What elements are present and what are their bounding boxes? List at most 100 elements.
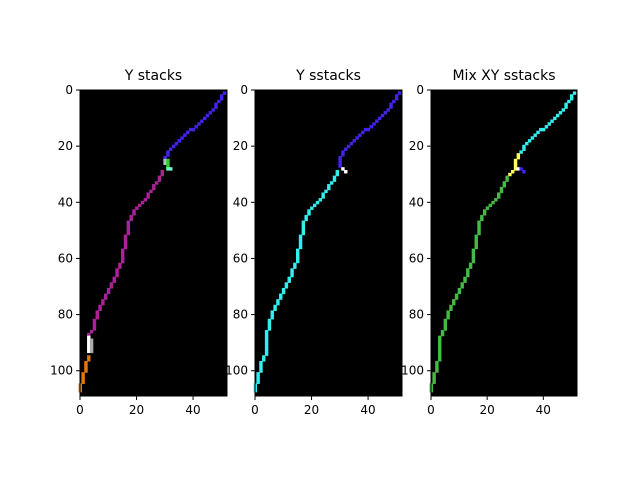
- trace-pixel: [454, 293, 459, 297]
- trace-pixel: [295, 254, 300, 258]
- trace-pixel: [304, 217, 308, 222]
- trace-pixel: [149, 189, 153, 194]
- trace-pixel: [214, 105, 218, 109]
- trace-pixel: [432, 380, 436, 384]
- trace-pixel: [262, 358, 266, 362]
- trace-pixel: [468, 265, 473, 269]
- trace-pixel: [293, 265, 297, 269]
- trace-pixel: [157, 178, 162, 182]
- trace-pixel: [267, 321, 272, 326]
- trace-pixel: [87, 344, 91, 348]
- trace-pixel: [301, 220, 306, 224]
- trace-4: [166, 167, 173, 171]
- trace-pixel: [81, 380, 85, 384]
- trace-pixel: [321, 192, 325, 196]
- trace-2: [163, 158, 167, 165]
- trace-pixel: [349, 141, 354, 146]
- trace-pixel: [435, 363, 439, 368]
- trace-pixel: [152, 184, 156, 188]
- trace-pixel: [432, 377, 436, 382]
- trace-pixel: [109, 285, 114, 289]
- trace-pixel: [295, 259, 300, 264]
- trace-pixel: [310, 206, 314, 210]
- trace-pixel: [389, 105, 393, 109]
- trace-pixel: [126, 226, 131, 230]
- trace-pixel: [290, 273, 294, 278]
- image-area: [80, 90, 227, 396]
- trace-pixel: [522, 144, 526, 149]
- trace-pixel: [264, 332, 269, 337]
- trace-pixel: [307, 209, 311, 213]
- trace-pixel: [264, 338, 269, 342]
- y-tick-label: 60: [233, 251, 248, 265]
- trace-pixel: [180, 136, 184, 140]
- trace-pixel: [279, 296, 283, 300]
- trace-pixel: [267, 324, 272, 328]
- panel-title: Y stacks: [124, 68, 182, 84]
- trace-pixel: [338, 164, 342, 168]
- trace-pixel: [522, 147, 526, 151]
- y-tick-label: 40: [58, 195, 73, 209]
- trace-pixel: [89, 338, 94, 342]
- trace-pixel: [264, 335, 269, 340]
- trace-pixel: [264, 344, 269, 348]
- trace-pixel: [287, 276, 291, 281]
- trace-pixel: [569, 94, 574, 98]
- trace-pixel: [188, 127, 193, 132]
- trace-pixel: [443, 318, 448, 323]
- trace-pixel: [290, 271, 294, 275]
- trace-pixel: [157, 175, 162, 180]
- trace-pixel: [480, 214, 484, 219]
- trace-pixel: [166, 161, 170, 165]
- y-tick-label: 100: [225, 364, 248, 378]
- trace-pixel: [366, 127, 371, 132]
- trace-pixel: [146, 192, 150, 196]
- y-tick-label: 100: [401, 364, 424, 378]
- y-tick-label: 20: [58, 139, 73, 153]
- trace-1: [163, 91, 227, 160]
- panel-title: Mix XY sstacks: [452, 68, 555, 84]
- trace-pixel: [295, 257, 300, 261]
- trace-pixel: [386, 108, 390, 112]
- trace-pixel: [84, 363, 88, 368]
- trace-pixel: [482, 209, 487, 213]
- x-tick-label: 40: [536, 403, 551, 417]
- trace-pixel: [358, 133, 362, 137]
- trace-pixel: [301, 226, 306, 230]
- trace-pixel: [301, 228, 306, 233]
- trace-pixel: [256, 380, 260, 384]
- chart-panel-3: Mix XY sstacks 0 20 40 0 20 40 60 80 100: [401, 68, 578, 417]
- trace-pixel: [482, 212, 487, 216]
- trace-pixel: [87, 341, 91, 345]
- trace-pixel: [341, 153, 345, 157]
- trace-3: [253, 170, 339, 393]
- x-tick-label: 40: [360, 403, 375, 417]
- trace-1: [519, 91, 577, 154]
- trace-pixel: [527, 139, 532, 143]
- trace-pixel: [443, 327, 448, 331]
- trace-pixel: [259, 363, 263, 368]
- axes-frame: [430, 89, 578, 397]
- trace-pixel: [106, 290, 111, 295]
- trace-pixel: [115, 268, 119, 272]
- trace-pixel: [287, 279, 291, 283]
- trace-pixel: [392, 99, 396, 104]
- trace-pixel: [219, 97, 224, 101]
- trace-pixel: [541, 127, 546, 132]
- x-tick-label: 20: [129, 403, 144, 417]
- trace-pixel: [87, 332, 91, 337]
- trace-pixel: [397, 91, 402, 95]
- trace-pixel: [513, 161, 518, 165]
- trace-pixel: [284, 282, 289, 286]
- trace-pixel: [569, 97, 574, 101]
- trace-pixel: [304, 214, 308, 219]
- trace-pixel: [466, 268, 470, 272]
- trace-pixel: [312, 203, 317, 208]
- trace-pixel: [81, 377, 85, 382]
- trace-2: [341, 167, 348, 174]
- x-tick-label: 40: [185, 403, 200, 417]
- trace-pixel: [214, 102, 218, 107]
- trace-pixel: [449, 307, 453, 311]
- trace-6: [87, 335, 91, 354]
